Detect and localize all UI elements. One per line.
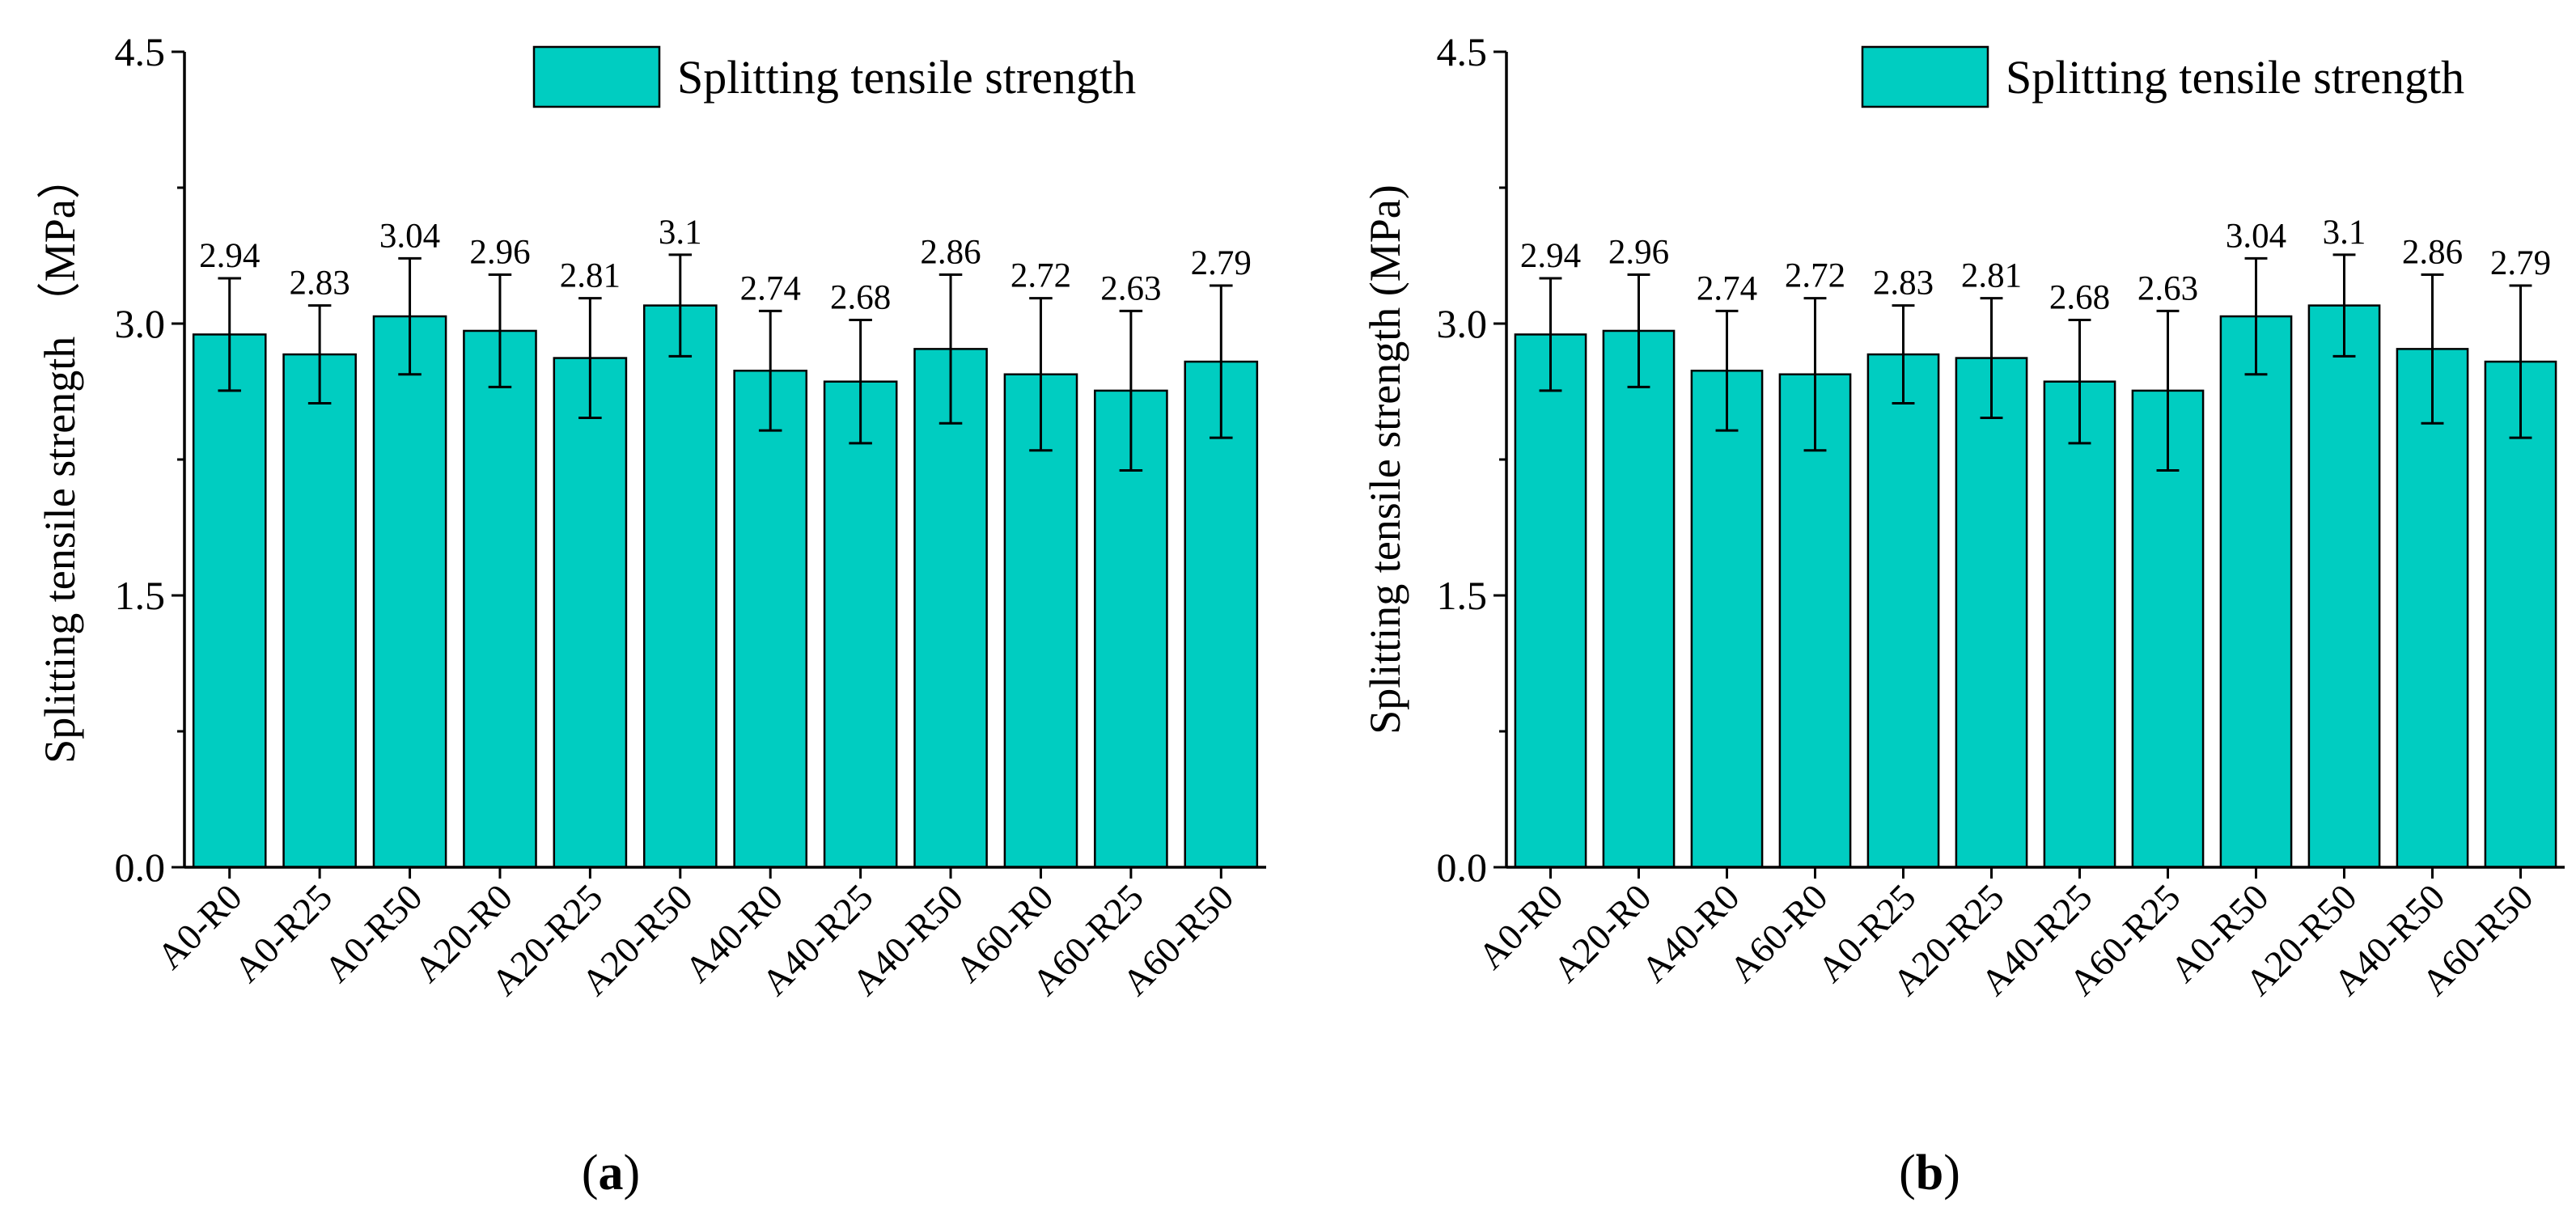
panel-label: (a)	[582, 1146, 640, 1201]
y-tick-label: 4.5	[115, 29, 166, 74]
y-tick-label: 1.5	[1437, 573, 1488, 618]
bar	[372, 315, 447, 869]
data-label: 2.63	[2137, 269, 2198, 307]
x-tick-label: A40-R0	[1633, 876, 1748, 990]
y-tick-label: 3.0	[1437, 301, 1488, 346]
data-label: 2.86	[920, 234, 981, 272]
data-label: 2.86	[2402, 234, 2463, 272]
data-label: 2.81	[1961, 257, 2022, 295]
data-label: 2.68	[830, 279, 891, 317]
x-tick-label: A0-R50	[316, 876, 430, 990]
y-tick-label: 1.5	[115, 573, 166, 618]
data-label: 2.83	[1873, 265, 1934, 303]
data-label: 3.04	[2226, 217, 2286, 255]
bar	[1003, 373, 1078, 869]
bar	[2396, 348, 2469, 869]
y-axis-title: Splitting tensile strength (MPa)	[1361, 184, 1409, 734]
y-tick-label: 3.0	[115, 301, 166, 346]
legend-swatch	[532, 45, 661, 108]
y-tick-label: 0.0	[1437, 845, 1488, 890]
bar	[553, 357, 628, 869]
data-label: 3.1	[2323, 214, 2366, 252]
bar	[1690, 369, 1764, 869]
data-label: 2.74	[1697, 269, 1757, 307]
data-label: 2.68	[2049, 279, 2110, 317]
data-label: 2.96	[469, 234, 530, 272]
x-tick-label: A60-R0	[1722, 876, 1836, 990]
x-tick-label: A0-R25	[226, 876, 340, 990]
legend-swatch	[1861, 45, 1989, 108]
bar	[2307, 304, 2381, 869]
legend-label: Splitting tensile strength	[677, 51, 1136, 104]
bar	[2043, 380, 2116, 869]
data-label: 2.63	[1100, 269, 1161, 307]
bar	[192, 333, 267, 869]
bar	[642, 304, 718, 869]
data-label: 2.96	[1608, 234, 1669, 272]
data-label: 2.72	[1785, 257, 1845, 295]
bar	[1514, 333, 1587, 869]
bar	[2484, 360, 2557, 869]
data-label: 2.79	[1191, 244, 1252, 282]
bar	[823, 380, 898, 869]
data-label: 2.79	[2490, 244, 2551, 282]
bar	[1866, 353, 1940, 869]
y-tick-label: 4.5	[1437, 29, 1488, 74]
legend-label: Splitting tensile strength	[2006, 51, 2464, 104]
bar	[733, 369, 808, 869]
bar	[1955, 357, 2028, 869]
data-label: 3.04	[379, 217, 440, 255]
bar	[2219, 315, 2293, 869]
panel-label: (b)	[1899, 1146, 1960, 1201]
bar	[913, 348, 988, 869]
data-label: 2.94	[1520, 237, 1581, 275]
data-label: 2.72	[1010, 257, 1071, 295]
data-label: 2.74	[740, 269, 801, 307]
data-label: 2.81	[560, 257, 621, 295]
bar	[282, 353, 357, 869]
y-tick-label: 0.0	[115, 845, 166, 890]
y-axis-title: Splitting tensile strength （MPa）	[36, 155, 84, 764]
panel-a-chart: 2.94A0-R02.83A0-R253.04A0-R502.96A20-R02…	[36, 29, 1266, 1201]
data-label: 2.83	[290, 265, 350, 303]
data-label: 3.1	[659, 214, 702, 252]
bar	[1602, 329, 1676, 869]
panel-b-chart: 2.94A0-R02.96A20-R02.74A40-R02.72A60-R02…	[1361, 29, 2565, 1201]
bar	[463, 329, 537, 869]
x-tick-label: A20-R0	[1545, 876, 1659, 990]
data-label: 2.94	[199, 237, 260, 275]
